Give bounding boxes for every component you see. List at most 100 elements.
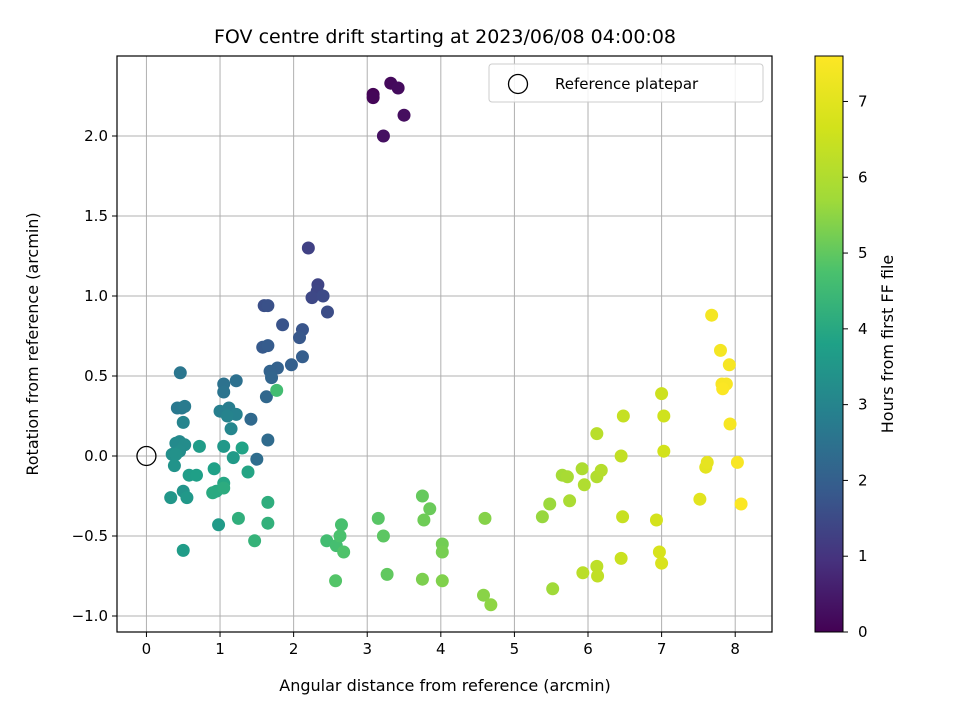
data-point-13 (261, 299, 275, 313)
data-point-6 (301, 241, 315, 255)
data-points (164, 76, 748, 612)
data-point-63 (206, 486, 220, 500)
y-tick-label-5: 1.5 (84, 207, 108, 225)
data-point-76 (371, 511, 385, 525)
data-point-98 (594, 463, 608, 477)
data-point-5 (376, 129, 390, 143)
x-tick-label-6: 6 (583, 640, 593, 658)
data-point-3 (391, 81, 405, 95)
data-point-73 (333, 529, 347, 543)
data-point-38 (220, 409, 234, 423)
x-tick-label-1: 1 (215, 640, 225, 658)
data-point-104 (616, 409, 630, 423)
data-point-85 (435, 574, 449, 588)
data-point-25 (244, 412, 258, 426)
x-tick-label-5: 5 (510, 640, 520, 658)
data-point-89 (535, 510, 549, 524)
data-point-108 (657, 409, 671, 423)
x-tick-label-4: 4 (436, 640, 446, 658)
data-point-47 (167, 459, 181, 473)
data-point-103 (614, 449, 628, 463)
data-point-11 (320, 305, 334, 319)
legend-box (488, 63, 764, 103)
data-point-59 (235, 441, 249, 455)
data-point-95 (575, 462, 589, 476)
data-point-52 (176, 543, 190, 557)
data-point-18 (261, 339, 275, 353)
legend-label-reference: Reference platepar (555, 75, 699, 93)
data-point-116 (705, 308, 719, 322)
data-point-60 (241, 465, 255, 479)
y-tick-label-1: −0.5 (72, 527, 108, 545)
chart-title: FOV centre drift starting at 2023/06/08 … (214, 26, 676, 48)
x-tick-label-8: 8 (730, 640, 740, 658)
y-axis: −1.0 −0.5 0.0 0.5 1.0 1.5 2.0 (72, 127, 117, 625)
x-axis: 0 1 2 3 4 5 6 7 8 (142, 632, 740, 658)
data-point-19 (295, 350, 309, 364)
data-point-28 (229, 374, 243, 388)
y-tick-label-4: 1.0 (84, 287, 108, 305)
reference-platepar-marker (136, 445, 157, 467)
data-point-72 (334, 518, 348, 532)
y-tick-label-6: 2.0 (84, 127, 108, 145)
x-axis-label: Angular distance from reference (arcmin) (279, 676, 610, 695)
data-point-102 (591, 569, 605, 583)
data-point-101 (590, 559, 604, 573)
data-point-31 (173, 366, 187, 380)
colorbar-gradient (814, 55, 844, 633)
data-point-68 (248, 534, 262, 548)
data-point-87 (477, 588, 491, 602)
data-point-121 (716, 382, 730, 396)
colorbar-tick-label-4: 4 (858, 320, 868, 338)
data-point-30 (217, 385, 231, 399)
data-point-100 (576, 566, 590, 580)
data-point-65 (261, 495, 275, 509)
data-point-79 (415, 489, 429, 503)
data-point-81 (417, 513, 431, 527)
data-point-105 (616, 510, 630, 524)
data-point-14 (276, 318, 290, 332)
plot-frame (116, 55, 773, 633)
colorbar-tick-label-7: 7 (858, 92, 868, 110)
data-point-27 (250, 452, 264, 466)
data-point-40 (224, 422, 238, 436)
data-point-107 (655, 387, 669, 401)
data-point-84 (415, 572, 429, 586)
y-tick-label-2: 0.0 (84, 447, 108, 465)
data-point-78 (380, 567, 394, 581)
data-point-88 (484, 598, 498, 612)
data-point-69 (270, 383, 284, 397)
data-point-96 (577, 478, 591, 492)
data-point-9 (305, 291, 319, 305)
colorbar-tick-label-6: 6 (858, 168, 868, 186)
data-point-55 (192, 439, 206, 453)
data-point-80 (423, 502, 437, 516)
data-point-39 (176, 415, 190, 429)
data-point-49 (164, 491, 178, 505)
y-axis-label: Rotation from reference (arcmin) (23, 212, 42, 475)
data-point-66 (231, 511, 245, 525)
data-point-51 (212, 518, 226, 532)
data-point-111 (652, 545, 666, 559)
data-point-113 (693, 492, 707, 506)
data-point-24 (259, 390, 273, 404)
data-point-112 (655, 556, 669, 570)
colorbar-tick-label-1: 1 (858, 547, 868, 565)
data-point-23 (265, 371, 279, 385)
colorbar-tick-label-0: 0 (858, 623, 868, 641)
y-tick-label-0: −1.0 (72, 607, 108, 625)
data-point-4 (397, 108, 411, 122)
data-point-20 (284, 358, 298, 372)
data-point-53 (217, 439, 231, 453)
data-point-46 (169, 447, 183, 461)
data-point-109 (657, 444, 671, 458)
data-point-74 (337, 545, 351, 559)
grid (117, 56, 772, 632)
y-tick-label-3: 0.5 (84, 367, 108, 385)
data-point-50 (180, 491, 194, 505)
x-tick-label-0: 0 (142, 640, 152, 658)
data-point-26 (261, 433, 275, 447)
data-point-58 (207, 462, 221, 476)
data-point-122 (723, 417, 737, 431)
